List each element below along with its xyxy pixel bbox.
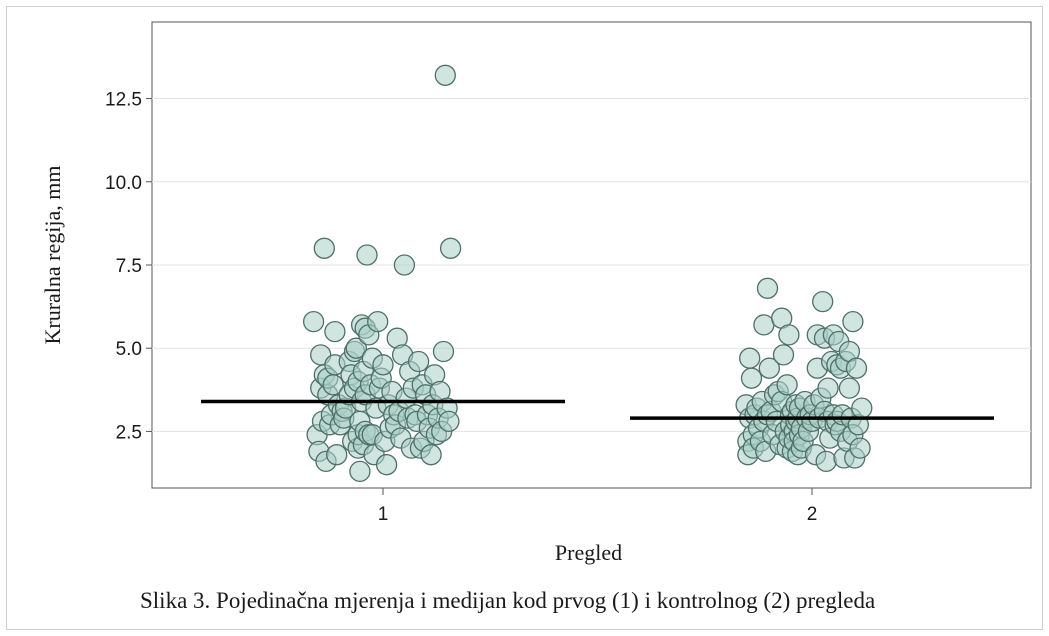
x-tick-label: 2 <box>807 504 818 525</box>
plot-area <box>151 21 1032 489</box>
data-point <box>815 450 837 473</box>
data-point <box>434 64 456 86</box>
data-point <box>313 237 335 259</box>
data-point <box>817 377 839 399</box>
gridlines <box>152 98 1031 432</box>
data-point <box>772 344 795 366</box>
data-point <box>393 254 416 276</box>
y-axis-ticks: 2.5 5.0 7.5 10.0 12.5 <box>105 90 152 443</box>
data-point <box>842 310 864 333</box>
data-point <box>758 357 780 379</box>
data-point <box>324 320 346 343</box>
data-point <box>420 444 442 466</box>
x-tick-label: 1 <box>378 504 389 525</box>
data-point <box>439 237 462 259</box>
data-point <box>367 310 389 333</box>
data-point <box>845 357 868 379</box>
median-lines <box>201 399 994 420</box>
data-point <box>849 437 871 459</box>
data-point <box>753 314 775 336</box>
data-point <box>776 374 798 396</box>
data-point <box>739 347 761 369</box>
data-point <box>356 244 378 266</box>
y-tick-label: 2.5 <box>116 422 142 443</box>
data-point <box>778 324 800 346</box>
data-point <box>740 367 763 389</box>
x-axis-title: Pregled <box>555 540 622 565</box>
figure-caption: Slika 3. Pojedinačna mjerenja i medijan … <box>140 588 876 613</box>
y-tick-label: 12.5 <box>105 90 142 111</box>
data-point <box>838 377 861 399</box>
data-point <box>407 350 430 373</box>
data-point <box>756 277 779 299</box>
y-tick-label: 5.0 <box>116 339 142 360</box>
data-point <box>375 454 398 476</box>
data-point <box>812 290 834 313</box>
data-point <box>302 310 325 333</box>
y-axis-title: Kruralna regija, mm <box>40 166 65 345</box>
data-point <box>432 340 455 363</box>
y-tick-label: 10.0 <box>105 173 142 194</box>
data-point <box>349 460 371 483</box>
data-point <box>851 397 873 419</box>
data-point <box>345 337 367 359</box>
y-tick-label: 7.5 <box>116 256 142 277</box>
data-points <box>302 64 873 483</box>
data-point <box>372 354 394 376</box>
data-point <box>326 444 348 466</box>
data-point <box>438 410 460 433</box>
